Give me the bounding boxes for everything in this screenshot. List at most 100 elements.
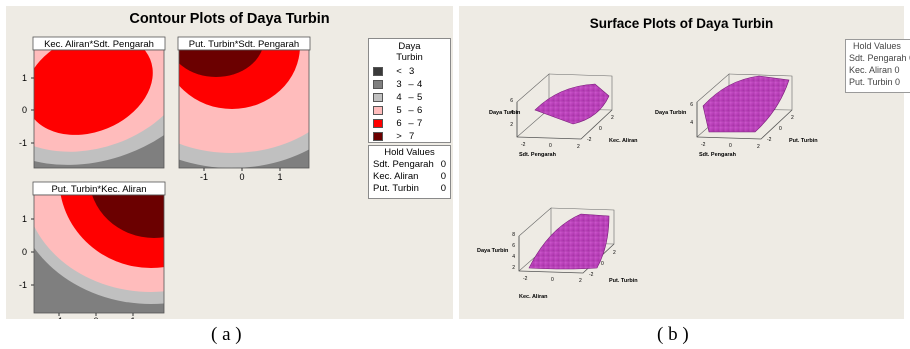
legend-swatch bbox=[373, 80, 383, 89]
hold-value-number: 0 bbox=[895, 77, 901, 87]
legend-range-sep: – bbox=[408, 92, 414, 103]
subplot-1-frame bbox=[33, 49, 165, 169]
ytick-label: -1 bbox=[19, 138, 27, 148]
subplot-2-frame bbox=[178, 49, 310, 169]
y-axis-label: Put. Turbin bbox=[789, 138, 818, 144]
y-tick: 0 bbox=[601, 261, 604, 267]
surface-mesh bbox=[702, 75, 790, 133]
legend-entry: <3 bbox=[369, 65, 450, 78]
x-tick: -2 bbox=[701, 142, 706, 148]
legend-swatch bbox=[373, 67, 383, 76]
legend-entry: 3–4 bbox=[369, 78, 450, 91]
legend-range-start: > bbox=[396, 131, 402, 142]
legend-range-sep: – bbox=[408, 79, 414, 90]
caption-a: ( a ) bbox=[211, 324, 242, 345]
legend-entry: >7 bbox=[369, 130, 450, 143]
x-tick: 0 bbox=[729, 143, 732, 149]
subplot-2-label: Put. Turbin*Sdt. Pengarah bbox=[189, 39, 299, 50]
subplot-3-label: Put. Turbin*Kec. Aliran bbox=[51, 184, 146, 195]
x-axis-label: Kec. Aliran bbox=[519, 294, 548, 300]
z-axis-label: Daya Turbin bbox=[489, 110, 521, 116]
region-gt-7 bbox=[179, 50, 262, 77]
z-tick: 6 bbox=[690, 102, 693, 108]
legend-range-end: 7 bbox=[409, 131, 415, 142]
y-axis-label: Put. Turbin bbox=[609, 278, 638, 284]
surface-svg: Daya Turbin 6 4 2 -2 0 2 Sdt. Pengarah -… bbox=[477, 73, 818, 300]
hold-value-number: 0 bbox=[440, 183, 446, 194]
y-tick: 0 bbox=[779, 126, 782, 132]
legend-range-start: 3 bbox=[396, 79, 402, 90]
hold-value-row: Sdt. Pengarah 0 bbox=[849, 52, 910, 64]
region-gt-7 bbox=[92, 195, 164, 238]
z-tick: 6 bbox=[512, 243, 515, 249]
legend-range-sep: – bbox=[408, 105, 414, 116]
ytick-label: 1 bbox=[22, 214, 27, 224]
hold-value-name: Kec. Aliran bbox=[849, 65, 893, 75]
surface-mesh bbox=[534, 83, 610, 125]
z-tick: 6 bbox=[510, 98, 513, 104]
legend-entry: 6–7 bbox=[369, 117, 450, 130]
hold-value-row: Put. Turbin 0 bbox=[849, 76, 908, 88]
y-tick: -2 bbox=[589, 272, 594, 278]
legend-range-start: 4 bbox=[396, 92, 402, 103]
surface-hold-values: Hold Values Sdt. Pengarah 0 Kec. Aliran … bbox=[845, 39, 910, 93]
xtick-label: -1 bbox=[55, 316, 63, 319]
surface-panel: Surface Plots of Daya Turbin Daya Turbin… bbox=[459, 6, 910, 319]
surface-title: Surface Plots of Daya Turbin bbox=[589, 16, 774, 31]
contour-legend: Daya Turbin <3 3–4 4–5 5–6 6–7 >7 bbox=[368, 38, 451, 143]
z-tick: 4 bbox=[512, 254, 515, 260]
surface-subplot-1: Daya Turbin 6 4 2 -2 0 2 Sdt. Pengarah -… bbox=[489, 73, 638, 158]
ytick-label: 1 bbox=[22, 73, 27, 83]
legend-range-sep: – bbox=[408, 118, 414, 129]
caption-b: ( b ) bbox=[657, 324, 689, 345]
contour-hold-values: Hold Values Sdt. Pengarah 0 Kec. Aliran 0 … bbox=[368, 145, 451, 199]
hold-value-number: 0 bbox=[894, 65, 900, 75]
y-tick: -2 bbox=[587, 137, 592, 143]
subplot-3-frame bbox=[33, 194, 165, 314]
contour-panel: Contour Plots of Daya Turbin Kec. Aliran… bbox=[6, 6, 453, 319]
hold-value-row: Kec. Aliran 0 bbox=[849, 64, 908, 76]
contour-subplot-2: Put. Turbin*Sdt. Pengarah -1 0 1 bbox=[177, 36, 311, 182]
contour-subplot-3: Put. Turbin*Kec. Aliran 1 0 -1 -1 0 1 bbox=[19, 181, 166, 319]
z-tick: 2 bbox=[510, 122, 513, 128]
hold-value-row: Put. Turbin 0 bbox=[369, 183, 450, 195]
region-6-7 bbox=[34, 50, 153, 135]
z-axis-label: Daya Turbin bbox=[477, 248, 509, 254]
hold-values-title: Hold Values bbox=[853, 41, 901, 51]
legend-range-start: 6 bbox=[396, 118, 402, 129]
legend-entries: <3 3–4 4–5 5–6 6–7 >7 bbox=[369, 65, 450, 143]
legend-swatch bbox=[373, 93, 383, 102]
contour-subplot-1: Kec. Aliran*Sdt. Pengarah 1 0 -1 bbox=[19, 36, 166, 169]
legend-title-line2: Turbin bbox=[396, 52, 423, 63]
contour-title: Contour Plots of Daya Turbin bbox=[129, 11, 330, 27]
floor-edge bbox=[696, 109, 793, 140]
ytick-label: 0 bbox=[22, 105, 27, 115]
y-tick: 2 bbox=[611, 115, 614, 121]
legend-swatch bbox=[373, 106, 383, 115]
x-tick: -2 bbox=[523, 276, 528, 282]
hold-value-name: Put. Turbin bbox=[849, 77, 893, 87]
z-axis-label: Daya Turbin bbox=[655, 110, 687, 116]
hold-value-number: 0 bbox=[440, 171, 446, 182]
surface-subplot-2: Daya Turbin 6 4 -2 0 2 Sdt. Pengarah -2 … bbox=[655, 73, 818, 158]
y-tick: 0 bbox=[599, 126, 602, 132]
hold-value-number: 0 bbox=[440, 159, 446, 170]
legend-swatch bbox=[373, 132, 383, 141]
contour-svg: Kec. Aliran*Sdt. Pengarah 1 0 -1 Put. Tu… bbox=[19, 36, 311, 319]
x-tick: 0 bbox=[549, 143, 552, 149]
z-tick: 4 bbox=[510, 110, 513, 116]
x-tick: -2 bbox=[521, 142, 526, 148]
legend-entry: 5–6 bbox=[369, 104, 450, 117]
xtick-label: -1 bbox=[200, 172, 208, 182]
ytick-label: 0 bbox=[22, 247, 27, 257]
y-tick: -2 bbox=[767, 137, 772, 143]
x-tick: 2 bbox=[579, 278, 582, 284]
z-tick: 4 bbox=[690, 120, 693, 126]
legend-range-start: < bbox=[396, 66, 402, 77]
hold-value-row: Sdt. Pengarah 0 bbox=[369, 159, 450, 171]
y-tick: 2 bbox=[613, 250, 616, 256]
legend-title-line1: Daya bbox=[398, 41, 421, 52]
xtick-label: 0 bbox=[93, 316, 98, 319]
y-axis-label: Kec. Aliran bbox=[609, 138, 638, 144]
x-tick: 0 bbox=[551, 277, 554, 283]
